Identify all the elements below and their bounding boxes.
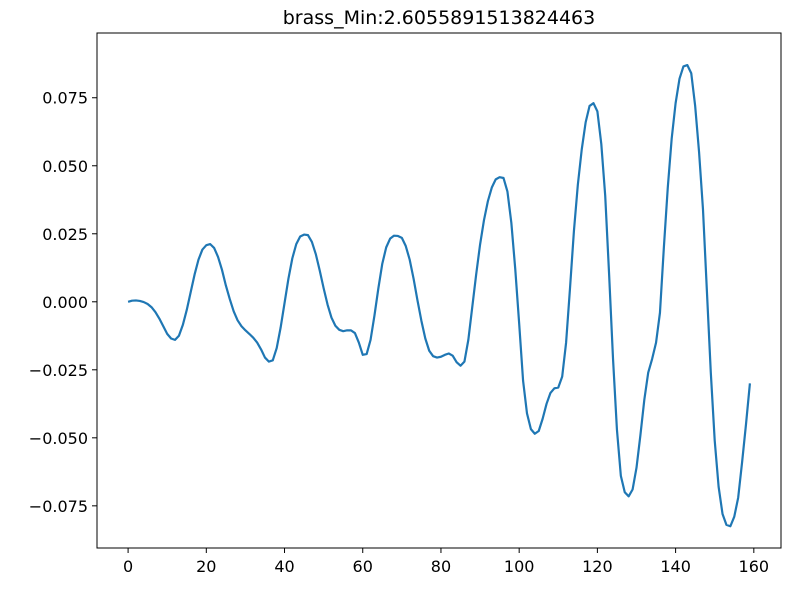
y-tick-label: −0.025 — [29, 361, 88, 380]
x-tick-label: 60 — [353, 557, 373, 576]
y-tick-label: 0.050 — [42, 157, 88, 176]
y-tick-label: −0.075 — [29, 497, 88, 516]
y-tick-label: 0.075 — [42, 89, 88, 108]
x-tick-label: 40 — [274, 557, 294, 576]
y-tick-label: 0.025 — [42, 225, 88, 244]
plot-frame — [96, 32, 782, 549]
x-tick-label: 20 — [196, 557, 216, 576]
y-tick-label: −0.050 — [29, 429, 88, 448]
x-tick-label: 80 — [431, 557, 451, 576]
x-tick-label: 160 — [739, 557, 770, 576]
chart-title: brass_Min:2.6055891513824463 — [283, 7, 595, 29]
line — [127, 63, 752, 528]
x-tick-label: 120 — [582, 557, 613, 576]
x-tick-label: 140 — [660, 557, 691, 576]
y-tick-label: 0.000 — [42, 293, 88, 312]
x-tick-label: 100 — [504, 557, 535, 576]
x-tick-label: 0 — [123, 557, 133, 576]
